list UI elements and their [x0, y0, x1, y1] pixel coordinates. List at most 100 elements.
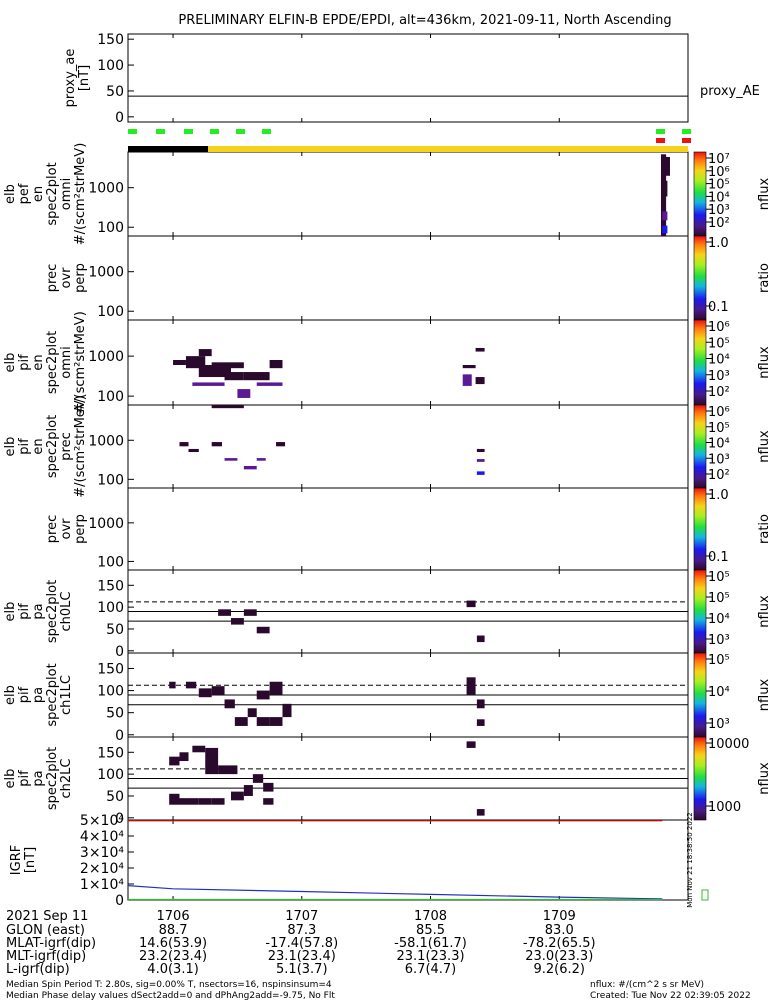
- status-green-mark: [184, 129, 193, 134]
- p1-cbar-label: 10³: [708, 203, 730, 218]
- p7-cell: [476, 719, 485, 726]
- p2-cbar-label: 0.1: [708, 300, 729, 315]
- footer-note-phase: Median Phase delay values dSect2add=0 an…: [6, 991, 335, 1000]
- status-green-mark: [656, 129, 665, 134]
- p8-cell: [263, 798, 274, 805]
- p4-ylabel: prec: [59, 432, 74, 460]
- p3-ytick-label: 100: [97, 389, 124, 405]
- p1-cell: [662, 180, 668, 197]
- footer-row-value: 88.7: [159, 923, 188, 938]
- p6-cell: [256, 626, 270, 634]
- p3-cell: [243, 372, 270, 381]
- footer-row-value: 85.5: [416, 923, 445, 938]
- p7-ylabel: spec2plot: [45, 663, 60, 726]
- p6-cbar-label: 10³: [708, 633, 730, 648]
- p4-cell: [476, 471, 485, 475]
- p3-cell: [256, 382, 283, 386]
- p8-ylabel: ch2LC: [59, 759, 74, 799]
- footer-row-label: MLT-igrf(dip): [6, 949, 86, 964]
- p8-ytick-label: 100: [97, 767, 124, 783]
- p6-cell: [476, 635, 485, 643]
- footer-ut-tick: 1706: [157, 909, 190, 924]
- p8-cell: [230, 791, 244, 801]
- footer-row-value: -17.4(57.8): [265, 936, 338, 951]
- p1-cbar-label: 10⁴: [708, 190, 730, 205]
- p4-cbar-title: nflux: [757, 430, 772, 463]
- p4-ylabel: en: [31, 438, 46, 454]
- p8-cell: [466, 741, 476, 748]
- p8-ytick-label: 0: [115, 811, 124, 827]
- proxy-panel-frame: [127, 33, 689, 123]
- p6-cell: [243, 609, 257, 616]
- p8-cell: [252, 774, 264, 783]
- colorbar: [693, 736, 707, 821]
- p6-cbar-title: nflux: [757, 595, 772, 628]
- proxy-panel-ytick-label: 150: [97, 32, 124, 48]
- p9-frame: [127, 819, 689, 901]
- p3-ylabel: pif: [17, 354, 32, 371]
- p3-cell: [198, 349, 212, 357]
- p4-cell: [211, 442, 222, 447]
- p4-cell: [224, 458, 238, 461]
- p7-cell: [198, 688, 212, 698]
- p1-cbar-label: 10⁵: [708, 178, 730, 193]
- footer-row-label: MLAT-igrf(dip): [6, 936, 96, 951]
- colorbar: [693, 404, 707, 489]
- footer-row-value: 83.0: [545, 923, 574, 938]
- status-red-mark: [656, 138, 665, 143]
- p1-ytick-label: 100: [97, 220, 124, 236]
- p6-cbar-label: 10⁵: [708, 570, 730, 585]
- p4-cell: [256, 458, 266, 461]
- p7-ytick-label: 150: [97, 661, 124, 677]
- p1-ylabel: pef: [17, 183, 32, 204]
- p3-cbar-label: 10²: [708, 385, 730, 400]
- p9-ytick-label: 3×10⁴: [80, 845, 124, 861]
- p2-ytick-label: 1000: [88, 265, 124, 281]
- p7-cell: [256, 690, 270, 700]
- p3-cell: [211, 405, 244, 409]
- p7-cell: [185, 681, 197, 689]
- p8-cell: [179, 752, 189, 762]
- proxy-panel-ytick-label: 100: [97, 58, 124, 74]
- footer-row-value: 6.7(4.7): [405, 962, 457, 977]
- p7-ytick-label: 0: [115, 728, 124, 744]
- p1-ylabel: spec2plot: [45, 162, 60, 225]
- p7-cell: [211, 686, 225, 695]
- footer-units: nflux: #/(cm^2 s sr MeV): [590, 980, 704, 990]
- p6-ylabel: pif: [17, 603, 32, 620]
- p7-cell: [282, 703, 292, 718]
- footer-row-value: 5.1(3.7): [276, 962, 328, 977]
- p8-cell: [263, 782, 274, 792]
- p7-cbar-label: 10⁵: [708, 653, 730, 668]
- p4-ytick-label: 100: [97, 472, 124, 488]
- p5-ytick-label: 100: [97, 554, 124, 570]
- p6-cbar-label: 10⁵: [708, 591, 730, 606]
- p6-ytick-label: 0: [115, 644, 124, 660]
- p8-cell: [198, 798, 212, 805]
- footer-row-value: 23.0(23.3): [525, 949, 593, 964]
- p7-cbar-title: nflux: [757, 679, 772, 712]
- footer-ut-tick: 1707: [285, 909, 318, 924]
- p4-ylabel: elb: [3, 437, 18, 457]
- p9-ylabel: [nT]: [23, 847, 38, 873]
- p1-ylabel: #/(scm²strMeV): [73, 143, 88, 246]
- status-green-mark: [128, 129, 137, 134]
- p8-cell: [205, 747, 219, 775]
- p5-cbar-label: 1.0: [708, 488, 729, 503]
- footer-row-label: GLON (east): [6, 923, 85, 938]
- p7-ylabel: ch1LC: [59, 675, 74, 715]
- p5-ytick-label: 1000: [88, 516, 124, 532]
- footer-row-value: 14.6(53.9): [139, 936, 207, 951]
- p8-cell: [243, 785, 253, 796]
- p9-ylabel: IGRF: [9, 845, 24, 875]
- p8-cell: [169, 756, 180, 766]
- p9-ytick-label: 0: [115, 893, 124, 909]
- footer-row-label: L-igrf(dip): [6, 962, 70, 977]
- p3-cell: [192, 382, 225, 386]
- p4-cbar-label: 10⁵: [708, 421, 730, 436]
- p1-cell: [663, 156, 670, 176]
- p4-cbar-label: 10⁴: [708, 437, 730, 452]
- p1-cbar-label: 10⁷: [708, 152, 730, 167]
- p3-cell: [475, 347, 485, 352]
- footer-ut-tick: 1709: [543, 909, 576, 924]
